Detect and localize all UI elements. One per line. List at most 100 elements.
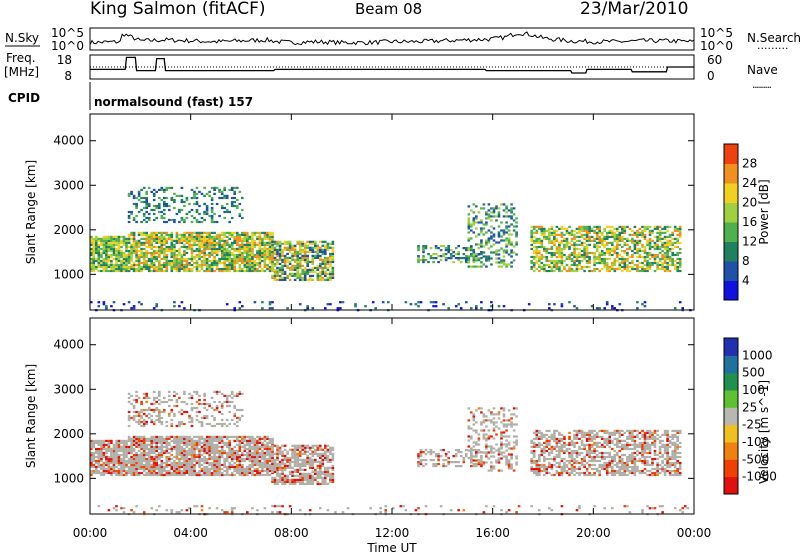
range-gate-cell xyxy=(155,259,158,263)
range-gate-cell xyxy=(142,445,146,448)
range-gate-cell xyxy=(261,241,264,244)
range-gate-cell xyxy=(510,241,513,244)
range-gate-cell xyxy=(580,249,584,253)
range-gate-cell xyxy=(97,305,101,308)
range-gate-cell xyxy=(155,465,158,469)
range-gate-cell xyxy=(283,468,287,471)
range-gate-cell xyxy=(125,249,128,253)
range-gate-cell xyxy=(160,469,164,473)
range-gate-cell xyxy=(220,463,224,467)
range-gate-cell xyxy=(230,418,234,422)
range-gate-cell xyxy=(203,241,206,244)
range-gate-cell xyxy=(278,464,282,467)
range-gate-cell xyxy=(636,233,639,236)
range-gate-cell xyxy=(130,190,133,193)
range-gate-cell xyxy=(185,455,189,459)
range-gate-cell xyxy=(97,247,101,251)
range-gate-cell xyxy=(203,455,206,459)
range-gate-cell xyxy=(492,207,496,210)
range-gate-cell xyxy=(283,264,287,267)
range-gate-cell xyxy=(117,471,121,475)
range-gate-cell xyxy=(193,449,196,453)
range-gate-cell xyxy=(163,265,166,269)
range-gate-cell xyxy=(90,463,93,467)
range-gate-cell xyxy=(210,467,214,471)
range-gate-cell xyxy=(311,260,315,263)
range-gate-cell xyxy=(198,469,201,473)
range-gate-cell xyxy=(281,452,284,455)
range-gate-cell xyxy=(276,268,279,271)
range-gate-cell xyxy=(200,473,204,477)
range-gate-cell xyxy=(236,198,239,202)
range-gate-cell xyxy=(253,437,257,440)
range-gate-cell xyxy=(575,227,579,230)
range-gate-cell xyxy=(135,253,138,257)
range-gate-cell xyxy=(324,450,327,453)
range-gate-cell xyxy=(178,239,181,242)
range-gate-cell xyxy=(147,451,151,455)
range-gate-cell xyxy=(130,253,133,257)
range-gate-cell xyxy=(303,452,307,455)
range-gate-cell xyxy=(578,229,581,232)
range-gate-cell xyxy=(605,261,609,265)
range-gate-cell xyxy=(530,237,533,240)
range-gate-cell xyxy=(140,402,143,406)
range-gate-cell xyxy=(253,267,257,271)
range-gate-cell xyxy=(190,251,194,255)
range-gate-cell xyxy=(233,257,236,261)
range-gate-cell xyxy=(115,473,118,477)
range-gate-cell xyxy=(190,406,194,410)
range-gate-cell xyxy=(457,245,460,248)
range-gate-cell xyxy=(626,267,629,271)
range-gate-cell xyxy=(288,246,292,249)
range-gate-cell xyxy=(656,265,659,269)
range-gate-cell xyxy=(585,227,589,230)
range-gate-cell xyxy=(230,261,234,265)
range-gate-cell xyxy=(550,253,554,257)
range-gate-cell xyxy=(238,455,242,459)
range-gate-cell xyxy=(575,243,579,246)
range-gate-cell xyxy=(160,459,164,463)
range-gate-cell xyxy=(303,478,307,481)
range-gate-cell xyxy=(236,457,239,461)
range-gate-cell xyxy=(243,439,247,442)
range-gate-cell xyxy=(178,441,181,444)
range-gate-cell xyxy=(331,254,335,257)
range-gate-cell xyxy=(258,455,262,459)
range-gate-cell xyxy=(241,257,244,261)
range-gate-cell xyxy=(125,439,128,442)
range-gate-cell xyxy=(180,255,184,259)
range-gate-cell xyxy=(253,269,257,273)
range-gate-cell xyxy=(115,459,118,463)
range-gate-cell xyxy=(120,459,123,463)
range-gate-cell xyxy=(130,455,133,459)
range-gate-cell xyxy=(168,463,171,467)
range-gate-cell xyxy=(165,204,169,208)
range-gate-cell xyxy=(210,437,214,440)
range-gate-cell xyxy=(183,439,186,442)
range-gate-cell xyxy=(258,235,262,238)
range-gate-cell xyxy=(220,471,224,475)
range-gate-cell xyxy=(163,188,166,191)
range-gate-cell xyxy=(193,463,196,467)
range-gate-cell xyxy=(472,231,476,234)
range-gate-cell xyxy=(673,307,677,310)
beam-title: Beam 08 xyxy=(355,0,422,18)
range-gate-cell xyxy=(223,241,226,244)
range-gate-cell xyxy=(142,408,146,412)
range-gate-cell xyxy=(241,435,244,438)
range-gate-cell xyxy=(160,435,164,438)
range-gate-cell xyxy=(613,251,617,255)
range-gate-cell xyxy=(140,447,143,451)
range-gate-cell xyxy=(326,268,330,271)
range-gate-cell xyxy=(538,249,541,253)
range-gate-cell xyxy=(298,462,302,465)
range-gate-cell xyxy=(636,255,639,259)
range-gate-cell xyxy=(643,233,647,236)
range-gate-cell xyxy=(666,265,669,269)
range-gate-cell xyxy=(190,461,194,465)
range-gate-cell xyxy=(233,192,236,195)
range-gate-cell xyxy=(298,458,302,461)
range-gate-cell xyxy=(580,241,584,244)
range-gate-cell xyxy=(246,443,249,446)
